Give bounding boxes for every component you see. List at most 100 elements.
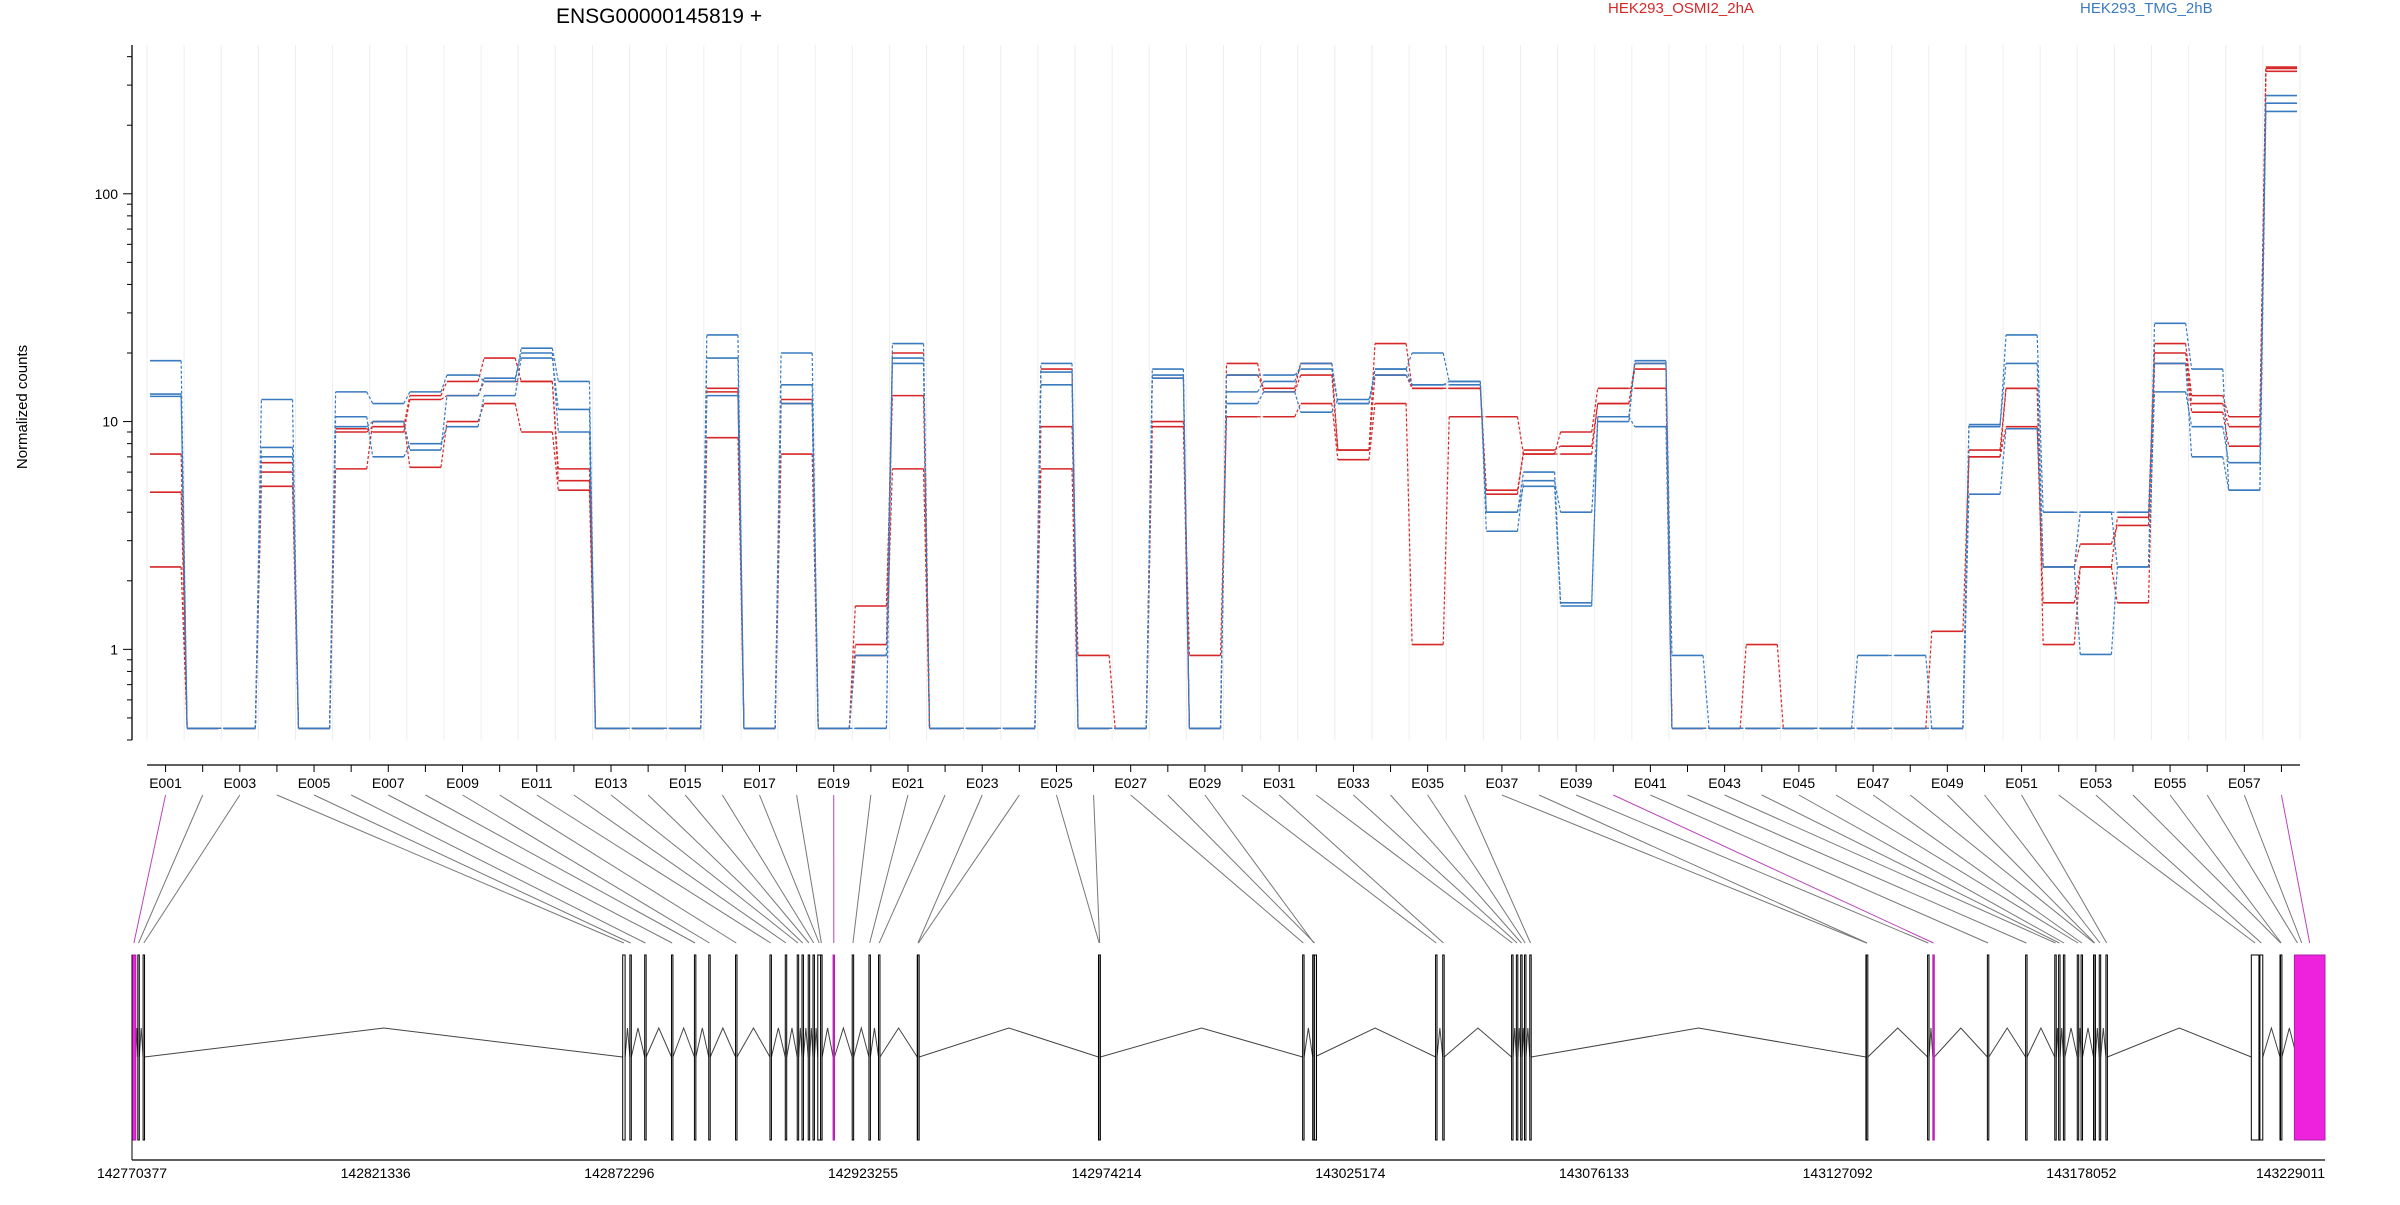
intron-line (880, 1028, 917, 1057)
exon-connector (1391, 795, 1522, 943)
intron-line (1929, 1028, 1933, 1057)
exon-box (869, 955, 870, 1140)
exon-box (2099, 955, 2100, 1140)
intron-line (2101, 1028, 2106, 1057)
exon-box (1313, 955, 1314, 1140)
exon-tick-label: E057 (2228, 775, 2261, 791)
exon-box (1525, 955, 1526, 1140)
exon-box (785, 955, 786, 1140)
exon-box (709, 955, 710, 1140)
intron-line (822, 1028, 833, 1057)
exon-connector (351, 795, 645, 943)
exon-connector (1279, 795, 1443, 943)
exon-connector (463, 795, 710, 943)
exon-connector (2022, 795, 2107, 943)
exon-connector (2133, 795, 2281, 943)
exon-box (1866, 955, 1867, 1140)
intron-line (1934, 1028, 1987, 1057)
exon-box (630, 955, 631, 1140)
exon-connector (1762, 795, 2060, 943)
exon-box (821, 955, 822, 1140)
intron-line (2065, 1028, 2077, 1057)
intron-line (771, 1028, 785, 1057)
exon-box (1516, 955, 1517, 1140)
exon-tick-label: E037 (1486, 775, 1519, 791)
exon-box (1099, 955, 1100, 1140)
exon-box (1512, 955, 1513, 1140)
exon-tick-label: E033 (1337, 775, 1370, 791)
exon-connector (1168, 795, 1315, 943)
exon-box (2077, 955, 2078, 1140)
intron-line (2060, 1028, 2063, 1057)
intron-line (710, 1028, 735, 1057)
exon-box (1443, 955, 1444, 1140)
exon-connector (388, 795, 672, 943)
gene-model (132, 955, 2325, 1140)
exon-tick-label: E051 (2005, 775, 2038, 791)
exon-connector (500, 795, 737, 943)
intron-line (1304, 1028, 1313, 1057)
exon-connector (2207, 795, 2297, 943)
exon-box (2026, 955, 2027, 1140)
exon-connector (853, 795, 871, 943)
exon-tick-label: E053 (2079, 775, 2112, 791)
coordinate-tick-label: 143076133 (1559, 1165, 1629, 1181)
exon-box (797, 955, 798, 1140)
exon-connector (1316, 795, 1512, 943)
exon-connector (574, 795, 786, 943)
exon-box (2094, 955, 2095, 1140)
exon-tick-label: E039 (1560, 775, 1593, 791)
exon-tick-label: E049 (1931, 775, 1964, 791)
exon-tick-label: E009 (446, 775, 479, 791)
intron-line (646, 1028, 671, 1057)
exon-box (2059, 955, 2060, 1140)
intron-line (1868, 1028, 1928, 1057)
exon-connectors (134, 795, 2310, 943)
exon-box (645, 955, 646, 1140)
intron-line (2027, 1028, 2055, 1057)
intron-line (1513, 1028, 1516, 1057)
exon-connector (1947, 795, 2094, 943)
exon-box (852, 955, 853, 1140)
exon-box (623, 955, 625, 1140)
y-tick-label: 100 (95, 186, 119, 202)
exon-box (808, 955, 809, 1140)
exon-tick-label: E019 (817, 775, 850, 791)
coordinate-tick-label: 143229011 (2256, 1165, 2325, 1181)
exon-box (802, 955, 803, 1140)
intron-line (1100, 1028, 1302, 1057)
exon-connector (918, 795, 1019, 943)
exon-tick-label: E029 (1189, 775, 1222, 791)
intron-line (2263, 1028, 2280, 1057)
exon-box (2063, 955, 2064, 1140)
intron-line (1526, 1028, 1530, 1057)
coordinate-tick-label: 142821336 (341, 1165, 411, 1181)
intron-line (814, 1028, 817, 1057)
exon-tick-label: E055 (2154, 775, 2187, 791)
intron-line (737, 1028, 770, 1057)
exon-box (138, 955, 139, 1140)
exon-box (1530, 955, 1531, 1140)
exon-connector (425, 795, 695, 943)
exon-connector (1353, 795, 1517, 943)
intron-line (2083, 1028, 2094, 1057)
intron-line (2095, 1028, 2099, 1057)
exon-connector (1576, 795, 1928, 943)
y-tick-label: 1 (110, 641, 118, 657)
y-tick-label: 10 (102, 414, 118, 430)
intron-line (1531, 1028, 1866, 1057)
exon-box-highlighted (2294, 955, 2325, 1140)
intron-line (673, 1028, 695, 1057)
intron-line (919, 1028, 1098, 1057)
exon-connector (1873, 795, 2082, 943)
exon-connector (1205, 795, 1314, 943)
exon-connector (1799, 795, 2064, 943)
exon-tick-label: E047 (1857, 775, 1890, 791)
exon-connector (314, 795, 631, 943)
intron-line (799, 1028, 802, 1057)
exon-box (736, 955, 737, 1140)
exon-connector (1428, 795, 1526, 943)
exon-tick-label: E043 (1708, 775, 1741, 791)
exon-tick-label: E013 (595, 775, 628, 791)
intron-line (631, 1028, 644, 1057)
